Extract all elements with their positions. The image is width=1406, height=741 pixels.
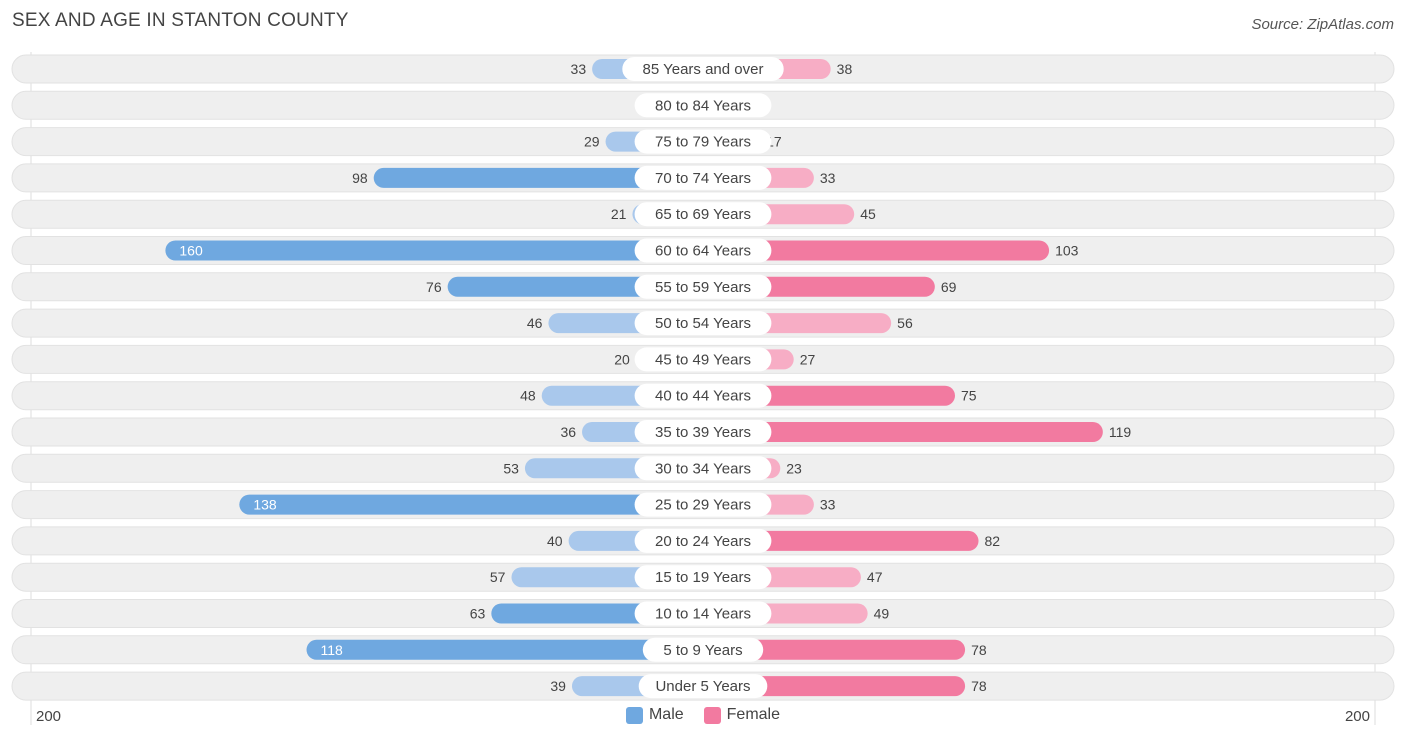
axis-min-label: 200 (36, 708, 62, 725)
male-value-label: 57 (490, 569, 506, 585)
female-value-label: 78 (971, 642, 987, 658)
male-value-label: 33 (571, 61, 587, 77)
female-value-label: 38 (837, 61, 853, 77)
legend-label-male: Male (648, 706, 684, 723)
male-value-label: 36 (560, 424, 576, 440)
male-bar (239, 494, 703, 515)
category-pill (634, 93, 772, 118)
male-value-label: 39 (550, 678, 566, 694)
male-value-label: 76 (426, 279, 442, 295)
category-pill (634, 601, 772, 626)
male-value-label: 21 (611, 206, 627, 222)
category-pill (634, 565, 772, 590)
category-label: 85 Years and over (643, 61, 764, 78)
category-pill (642, 637, 764, 662)
category-pill (634, 202, 772, 227)
female-value-label: 119 (1109, 424, 1132, 440)
male-value-label: 46 (527, 315, 543, 331)
male-value-label: 98 (352, 170, 368, 186)
category-pill (634, 528, 772, 553)
female-value-label: 56 (897, 315, 913, 331)
female-value-label: 103 (1055, 243, 1079, 259)
chart-title: SEX AND AGE IN STANTON COUNTY (12, 10, 349, 31)
legend-item-female[interactable]: Female (703, 706, 781, 724)
female-bar (703, 676, 966, 697)
legend-label-female: Female (726, 706, 781, 723)
male-value-label: 63 (470, 606, 486, 622)
category-pill (634, 311, 772, 336)
female-value-label: 69 (941, 279, 957, 295)
category-pill (634, 274, 772, 299)
female-value-label: 47 (867, 569, 883, 585)
legend-swatch-male (625, 706, 643, 724)
category-label: 15 to 19 Years (655, 569, 751, 586)
category-label: 50 to 54 Years (655, 315, 751, 332)
male-bar (373, 167, 703, 188)
chart-legend: Male Female (0, 706, 1406, 724)
category-label: 20 to 24 Years (655, 533, 751, 550)
category-pill (622, 57, 784, 81)
legend-item-male[interactable]: Male (625, 706, 684, 724)
category-pill (634, 383, 772, 408)
male-value-label: 48 (520, 388, 536, 404)
category-pill (634, 238, 772, 263)
category-label: 70 to 74 Years (655, 170, 751, 187)
category-pill (634, 165, 772, 190)
female-value-label: 33 (820, 497, 836, 513)
category-label: 5 to 9 Years (663, 642, 742, 659)
male-value-label: 20 (614, 351, 630, 367)
female-value-label: 78 (971, 678, 987, 694)
source-note: Source: ZipAtlas.com (1251, 16, 1394, 33)
category-label: 65 to 69 Years (655, 206, 751, 223)
category-label: 75 to 79 Years (655, 134, 751, 151)
category-pill (634, 129, 772, 154)
axis-max-label: 200 (1344, 708, 1370, 725)
female-bar (703, 639, 966, 660)
category-pill (634, 347, 772, 372)
female-value-label: 27 (800, 351, 816, 367)
category-label: 10 to 14 Years (655, 606, 751, 623)
male-value-label: 53 (503, 460, 519, 476)
category-pill (634, 456, 772, 481)
category-label: 60 to 64 Years (655, 243, 751, 260)
category-pill (634, 492, 772, 517)
female-value-label: 82 (985, 533, 1001, 549)
female-bar (703, 422, 1103, 442)
category-label: 35 to 39 Years (655, 424, 751, 441)
male-bar (165, 240, 703, 261)
male-bar (306, 639, 703, 660)
male-value-label: 29 (584, 134, 600, 150)
female-value-label: 33 (820, 170, 836, 186)
category-label: Under 5 Years (655, 678, 750, 695)
female-value-label: 75 (961, 388, 977, 404)
male-value-label: 138 (253, 497, 277, 513)
category-label: 30 to 34 Years (655, 460, 751, 477)
female-bar (703, 530, 979, 551)
category-label: 25 to 29 Years (655, 497, 751, 514)
male-value-label: 160 (179, 243, 203, 259)
category-pill (634, 420, 772, 444)
category-label: 80 to 84 Years (655, 97, 751, 114)
female-bar (703, 240, 1050, 261)
category-label: 45 to 49 Years (655, 351, 751, 368)
category-label: 40 to 44 Years (655, 388, 751, 405)
legend-swatch-female (703, 706, 721, 724)
female-value-label: 45 (860, 206, 876, 222)
male-value-label: 40 (547, 533, 563, 549)
female-value-label: 23 (786, 460, 802, 476)
category-label: 55 to 59 Years (655, 279, 751, 296)
male-value-label: 118 (321, 642, 344, 658)
category-pill (638, 674, 768, 699)
female-value-label: 49 (874, 606, 890, 622)
